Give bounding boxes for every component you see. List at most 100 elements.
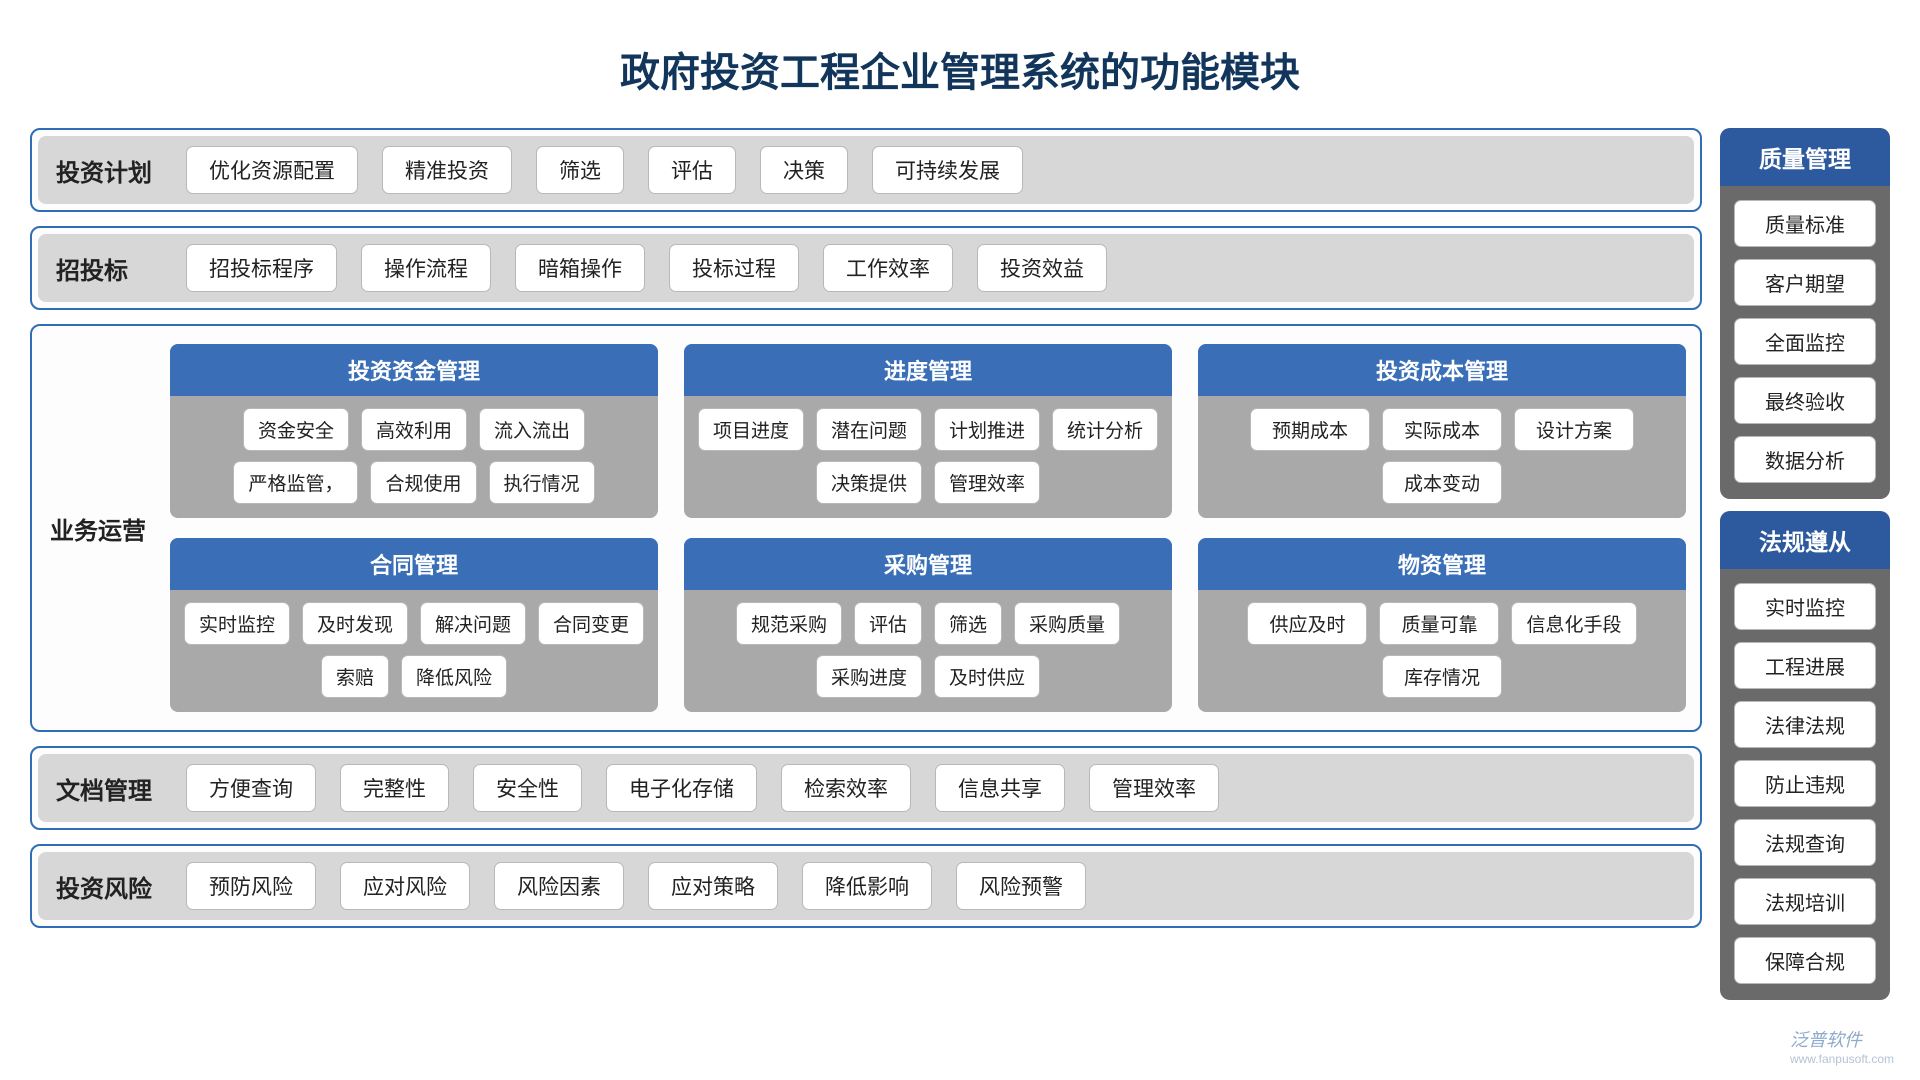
sub-module-1: 进度管理项目进度潜在问题计划推进统计分析决策提供管理效率 bbox=[684, 344, 1172, 518]
sub-header-0: 投资资金管理 bbox=[170, 344, 658, 396]
chip-bot-0-6: 管理效率 bbox=[1089, 764, 1219, 812]
side-chip-1-2: 法律法规 bbox=[1734, 701, 1876, 748]
chip-bot-1-3: 应对策略 bbox=[648, 862, 778, 910]
chip-bot-0-5: 信息共享 bbox=[935, 764, 1065, 812]
chip-bot-0-1: 完整性 bbox=[340, 764, 449, 812]
chip-top-1-3: 投标过程 bbox=[669, 244, 799, 292]
sub-chip-0-2: 流入流出 bbox=[479, 408, 585, 451]
sub-chip-5-0: 供应及时 bbox=[1247, 602, 1367, 645]
sub-module-0: 投资资金管理资金安全高效利用流入流出严格监管，合规使用执行情况 bbox=[170, 344, 658, 518]
side-header-0: 质量管理 bbox=[1720, 128, 1890, 186]
chip-top-1-0: 招投标程序 bbox=[186, 244, 337, 292]
sub-header-4: 采购管理 bbox=[684, 538, 1172, 590]
sub-chip-0-1: 高效利用 bbox=[361, 408, 467, 451]
sub-chip-3-1: 及时发现 bbox=[302, 602, 408, 645]
sub-chip-2-2: 设计方案 bbox=[1514, 408, 1634, 451]
sub-chip-1-4: 决策提供 bbox=[816, 461, 922, 504]
sub-module-2: 投资成本管理预期成本实际成本设计方案成本变动 bbox=[1198, 344, 1686, 518]
sub-chip-4-1: 评估 bbox=[854, 602, 922, 645]
sub-chip-5-3: 库存情况 bbox=[1382, 655, 1502, 698]
chip-bot-1-4: 降低影响 bbox=[802, 862, 932, 910]
row-bot-1: 投资风险预防风险应对风险风险因素应对策略降低影响风险预警 bbox=[30, 844, 1702, 928]
sub-chip-2-1: 实际成本 bbox=[1382, 408, 1502, 451]
sub-module-3: 合同管理实时监控及时发现解决问题合同变更索赔降低风险 bbox=[170, 538, 658, 712]
side-chip-1-6: 保障合规 bbox=[1734, 937, 1876, 984]
chip-top-0-5: 可持续发展 bbox=[872, 146, 1023, 194]
biz-grid: 投资资金管理资金安全高效利用流入流出严格监管，合规使用执行情况进度管理项目进度潜… bbox=[170, 344, 1686, 712]
side-chip-1-5: 法规培训 bbox=[1734, 878, 1876, 925]
chip-bot-1-5: 风险预警 bbox=[956, 862, 1086, 910]
sub-chip-3-2: 解决问题 bbox=[420, 602, 526, 645]
chip-top-1-2: 暗箱操作 bbox=[515, 244, 645, 292]
side-panel-1: 法规遵从实时监控工程进展法律法规防止违规法规查询法规培训保障合规 bbox=[1720, 511, 1890, 1000]
sub-chip-1-1: 潜在问题 bbox=[816, 408, 922, 451]
row-bot-0: 文档管理方便查询完整性安全性电子化存储检索效率信息共享管理效率 bbox=[30, 746, 1702, 830]
side-chip-1-1: 工程进展 bbox=[1734, 642, 1876, 689]
side-chip-0-4: 数据分析 bbox=[1734, 436, 1876, 483]
sub-chip-2-3: 成本变动 bbox=[1382, 461, 1502, 504]
row-top-1: 招投标招投标程序操作流程暗箱操作投标过程工作效率投资效益 bbox=[30, 226, 1702, 310]
row-top-0: 投资计划优化资源配置精准投资筛选评估决策可持续发展 bbox=[30, 128, 1702, 212]
chip-bot-0-3: 电子化存储 bbox=[606, 764, 757, 812]
chip-top-0-3: 评估 bbox=[648, 146, 736, 194]
left-column: 投资计划优化资源配置精准投资筛选评估决策可持续发展招投标招投标程序操作流程暗箱操… bbox=[30, 128, 1702, 942]
page-title: 政府投资工程企业管理系统的功能模块 bbox=[30, 40, 1890, 98]
sub-chip-3-4: 索赔 bbox=[321, 655, 389, 698]
sub-chip-0-0: 资金安全 bbox=[243, 408, 349, 451]
chip-bot-1-1: 应对风险 bbox=[340, 862, 470, 910]
sub-chip-4-2: 筛选 bbox=[934, 602, 1002, 645]
watermark: 泛普软件 www.fanpusoft.com bbox=[1790, 1026, 1894, 1066]
sub-chip-3-5: 降低风险 bbox=[401, 655, 507, 698]
right-column: 质量管理质量标准客户期望全面监控最终验收数据分析法规遵从实时监控工程进展法律法规… bbox=[1720, 128, 1890, 1000]
sub-chip-2-0: 预期成本 bbox=[1250, 408, 1370, 451]
row-label-bot-1: 投资风险 bbox=[52, 863, 172, 910]
sub-header-5: 物资管理 bbox=[1198, 538, 1686, 590]
chip-top-0-1: 精准投资 bbox=[382, 146, 512, 194]
chip-top-0-2: 筛选 bbox=[536, 146, 624, 194]
watermark-url: www.fanpusoft.com bbox=[1790, 1052, 1894, 1066]
sub-chip-4-4: 采购进度 bbox=[816, 655, 922, 698]
sub-chip-0-3: 严格监管， bbox=[233, 461, 358, 504]
sub-chip-4-0: 规范采购 bbox=[736, 602, 842, 645]
biz-block: 业务运营投资资金管理资金安全高效利用流入流出严格监管，合规使用执行情况进度管理项… bbox=[30, 324, 1702, 732]
row-label-bot-0: 文档管理 bbox=[52, 765, 172, 812]
sub-chip-0-4: 合规使用 bbox=[370, 461, 476, 504]
sub-chip-4-3: 采购质量 bbox=[1014, 602, 1120, 645]
sub-chip-1-5: 管理效率 bbox=[934, 461, 1040, 504]
row-label-top-1: 招投标 bbox=[52, 245, 172, 292]
chip-top-0-4: 决策 bbox=[760, 146, 848, 194]
chip-top-0-0: 优化资源配置 bbox=[186, 146, 358, 194]
side-chip-0-1: 客户期望 bbox=[1734, 259, 1876, 306]
chip-bot-0-4: 检索效率 bbox=[781, 764, 911, 812]
side-chip-0-0: 质量标准 bbox=[1734, 200, 1876, 247]
side-panel-0: 质量管理质量标准客户期望全面监控最终验收数据分析 bbox=[1720, 128, 1890, 499]
side-chip-0-2: 全面监控 bbox=[1734, 318, 1876, 365]
sub-header-3: 合同管理 bbox=[170, 538, 658, 590]
biz-label: 业务运营 bbox=[46, 511, 156, 546]
sub-chip-4-5: 及时供应 bbox=[934, 655, 1040, 698]
chip-top-1-1: 操作流程 bbox=[361, 244, 491, 292]
side-chip-1-3: 防止违规 bbox=[1734, 760, 1876, 807]
sub-chip-3-3: 合同变更 bbox=[538, 602, 644, 645]
side-header-1: 法规遵从 bbox=[1720, 511, 1890, 569]
chip-top-1-5: 投资效益 bbox=[977, 244, 1107, 292]
sub-chip-5-2: 信息化手段 bbox=[1511, 602, 1636, 645]
sub-header-1: 进度管理 bbox=[684, 344, 1172, 396]
main-layout: 投资计划优化资源配置精准投资筛选评估决策可持续发展招投标招投标程序操作流程暗箱操… bbox=[30, 128, 1890, 1000]
sub-header-2: 投资成本管理 bbox=[1198, 344, 1686, 396]
sub-module-5: 物资管理供应及时质量可靠信息化手段库存情况 bbox=[1198, 538, 1686, 712]
sub-chip-1-2: 计划推进 bbox=[934, 408, 1040, 451]
sub-chip-1-3: 统计分析 bbox=[1052, 408, 1158, 451]
chip-top-1-4: 工作效率 bbox=[823, 244, 953, 292]
chip-bot-0-2: 安全性 bbox=[473, 764, 582, 812]
sub-chip-1-0: 项目进度 bbox=[698, 408, 804, 451]
side-chip-1-4: 法规查询 bbox=[1734, 819, 1876, 866]
chip-bot-1-0: 预防风险 bbox=[186, 862, 316, 910]
chip-bot-0-0: 方便查询 bbox=[186, 764, 316, 812]
side-chip-0-3: 最终验收 bbox=[1734, 377, 1876, 424]
sub-chip-5-1: 质量可靠 bbox=[1379, 602, 1499, 645]
watermark-brand: 泛普软件 bbox=[1790, 1030, 1862, 1050]
row-label-top-0: 投资计划 bbox=[52, 147, 172, 194]
side-chip-1-0: 实时监控 bbox=[1734, 583, 1876, 630]
sub-chip-3-0: 实时监控 bbox=[184, 602, 290, 645]
